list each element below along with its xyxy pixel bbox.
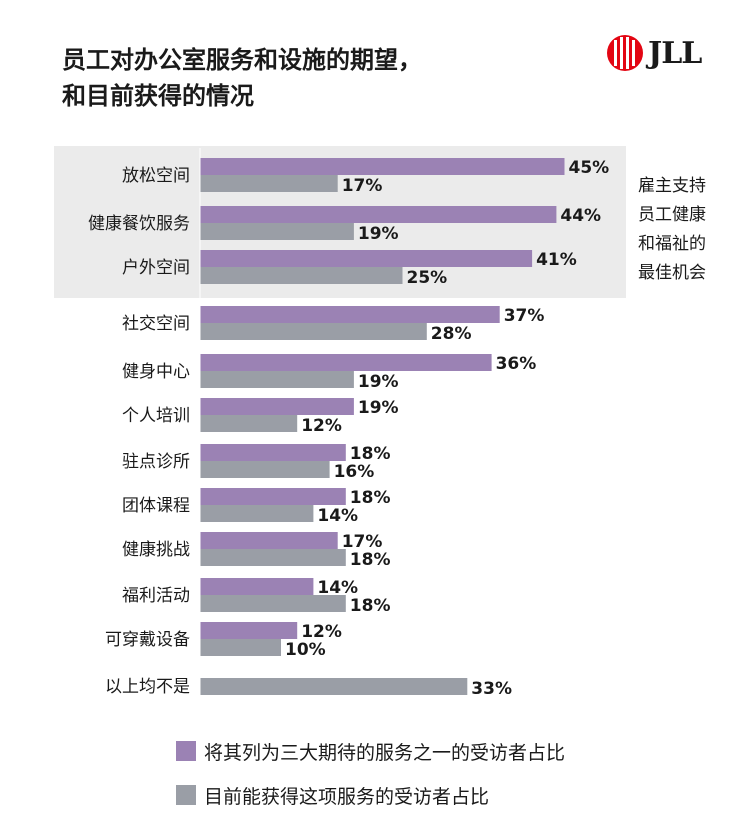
jll-logo-icon	[607, 35, 643, 71]
category-label: 驻点诊所	[122, 452, 190, 472]
bar-expected	[200, 398, 354, 415]
legend-item-expected: 将其列为三大期待的服务之一的受访者占比	[176, 740, 566, 764]
data-label-current: 19%	[358, 372, 399, 392]
data-label-current: 19%	[358, 224, 399, 244]
bar-expected	[200, 250, 533, 267]
data-label-expected: 45%	[569, 158, 610, 178]
bar-expected	[200, 488, 346, 505]
data-label-current: 33%	[471, 679, 512, 699]
chart-title-line-1: 员工对办公室服务和设施的期望，	[62, 46, 422, 74]
category-label: 以上均不是	[105, 677, 190, 697]
highlight-note-line-1: 雇主支持	[638, 176, 706, 196]
highlight-note: 雇主支持 员工健康 和福祉的 最佳机会	[638, 172, 706, 288]
data-label-expected: 18%	[350, 444, 391, 464]
bar-current	[200, 323, 427, 340]
category-label: 团体课程	[122, 496, 190, 516]
legend-item-current: 目前能获得这项服务的受访者占比	[176, 784, 565, 808]
bar-current	[200, 678, 468, 695]
highlight-note-line-4: 最佳机会	[638, 263, 706, 283]
legend-label-current: 目前能获得这项服务的受访者占比	[204, 785, 490, 808]
bar-current	[200, 415, 298, 432]
bar-expected	[200, 622, 298, 639]
data-label-current: 14%	[317, 506, 358, 526]
data-label-expected: 19%	[358, 398, 399, 418]
highlight-note-line-3: 和福祉的	[638, 234, 706, 254]
highlight-note-line-2: 员工健康	[638, 205, 706, 225]
data-label-current: 16%	[334, 462, 375, 482]
data-label-expected: 44%	[560, 206, 601, 226]
bar-current	[200, 223, 354, 240]
bar-expected	[200, 354, 492, 371]
chart-title: 员工对办公室服务和设施的期望， 和目前获得的情况	[62, 42, 422, 114]
data-label-current: 10%	[285, 640, 326, 660]
bar-current	[200, 505, 314, 522]
bar-current	[200, 595, 346, 612]
category-label: 可穿戴设备	[105, 630, 190, 650]
bar-expected	[200, 444, 346, 461]
data-label-current: 17%	[342, 176, 383, 196]
category-label: 户外空间	[122, 258, 190, 278]
bar-current	[200, 549, 346, 566]
chart-title-line-2: 和目前获得的情况	[62, 82, 254, 110]
data-label-expected: 18%	[350, 488, 391, 508]
data-label-current: 18%	[350, 550, 391, 570]
data-label-current: 12%	[301, 416, 342, 436]
bar-expected	[200, 578, 314, 595]
chart-legend: 将其列为三大期待的服务之一的受访者占比 目前能获得这项服务的受访者占比	[176, 740, 565, 828]
legend-label-expected: 将其列为三大期待的服务之一的受访者占比	[204, 741, 566, 764]
bar-expected	[200, 532, 338, 549]
bar-current	[200, 639, 281, 656]
category-label: 健康挑战	[122, 540, 190, 560]
bar-current	[200, 175, 338, 192]
jll-logo-text: JLL	[648, 35, 702, 71]
data-label-current: 18%	[350, 596, 391, 616]
jll-logo: JLL	[606, 34, 702, 72]
bar-current	[200, 371, 354, 388]
data-label-expected: 37%	[504, 306, 545, 326]
bar-expected	[200, 158, 565, 175]
category-label: 放松空间	[122, 166, 190, 186]
data-label-expected: 12%	[301, 622, 342, 642]
data-label-current: 28%	[431, 324, 472, 344]
legend-swatch-current	[176, 785, 196, 805]
legend-swatch-expected	[176, 741, 196, 761]
category-label: 健身中心	[122, 362, 190, 382]
category-label: 健康餐饮服务	[88, 214, 190, 234]
data-label-expected: 41%	[536, 250, 577, 270]
category-label: 社交空间	[122, 314, 190, 334]
data-label-current: 25%	[407, 268, 448, 288]
category-label: 个人培训	[122, 406, 190, 426]
data-label-expected: 17%	[342, 532, 383, 552]
bar-current	[200, 461, 330, 478]
data-label-expected: 14%	[317, 578, 358, 598]
category-label: 福利活动	[122, 586, 190, 606]
bar-current	[200, 267, 403, 284]
bar-expected	[200, 206, 557, 223]
bar-expected	[200, 306, 500, 323]
data-label-expected: 36%	[496, 354, 537, 374]
